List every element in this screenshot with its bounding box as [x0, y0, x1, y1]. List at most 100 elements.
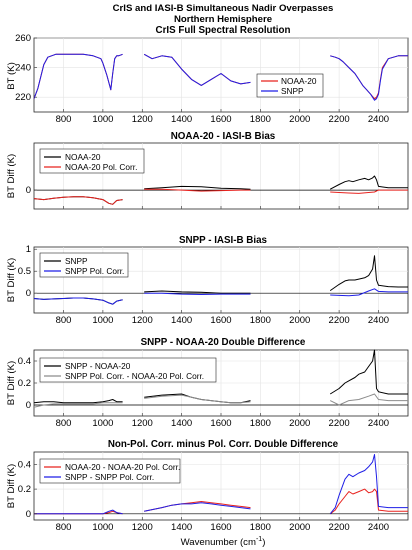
panel-1-plot-area [33, 53, 408, 101]
x-tick-label: 1800 [250, 315, 271, 326]
y-tick-label: 0 [26, 288, 31, 299]
panel-4: SNPP - NOAA-20 Double Difference 800 1000… [6, 337, 409, 429]
panel-1-legend: NOAA-20 SNPP [256, 73, 324, 98]
panel-4-legend-box [39, 357, 217, 383]
x-tick-label: 800 [56, 522, 72, 533]
x-tick-label: 800 [56, 418, 72, 429]
panel-4-ylabel: BT Diff (K) [6, 361, 17, 405]
panel-1-ylabel: BT (K) [6, 62, 17, 90]
x-tick-label: 2400 [368, 315, 389, 326]
panel-3-title: SNPP - IASI-B Bias [179, 235, 268, 246]
figure-title: CrIS and IASI-B Simultaneous Nadir Overp… [113, 3, 334, 25]
x-axis-label-superscript: -1 [256, 536, 262, 543]
x-tick-label: 1800 [250, 522, 271, 533]
y-tick-label: 0.2 [18, 484, 31, 495]
y-tick-label: 1 [26, 244, 31, 255]
series-line [33, 188, 408, 205]
panel-3-ticks: 800 1000 1200 1400 1600 1800 2000 2200 2400 0 0.5 1 [18, 244, 389, 326]
panel-2-plot-area [33, 175, 408, 205]
x-tick-label: 1400 [171, 418, 192, 429]
panel-1: CrIS Full Spectral Resolution 800 1000 120… [6, 25, 409, 125]
x-tick-label: 2000 [289, 418, 310, 429]
panel-2-ylabel: BT Diff (K) [6, 154, 17, 198]
panel-4-plot-area [33, 349, 408, 408]
panel-1-title: CrIS Full Spectral Resolution [156, 25, 291, 36]
x-tick-label: 1600 [210, 315, 231, 326]
x-tick-label: 2200 [329, 418, 350, 429]
legend-label-snpp-dd: SNPP - SNPP Pol. Corr. [65, 472, 154, 482]
x-tick-label: 1600 [210, 522, 231, 533]
panel-3: SNPP - IASI-B Bias 800 1000 1200 1400 1600 18… [6, 235, 409, 326]
x-tick-label: 800 [56, 114, 72, 125]
y-tick-label: 240 [15, 63, 31, 74]
panel-2-legend-box [39, 148, 145, 174]
x-tick-label: 1000 [92, 418, 113, 429]
panel-4-title: SNPP - NOAA-20 Double Difference [141, 337, 306, 348]
y-tick-label: 220 [15, 92, 31, 103]
x-tick-label: 1600 [210, 114, 231, 125]
x-tick-label: 1600 [210, 418, 231, 429]
y-tick-label: 0.2 [18, 378, 31, 389]
panel-5-legend: NOAA-20 - NOAA-20 Pol. Corr. SNPP - SNPP… [39, 458, 181, 484]
x-axis-label: Wavenumber (cm-1) [181, 536, 266, 548]
panel-4-legend: SNPP - NOAA-20 SNPP Pol. Corr. - NOAA-20… [39, 357, 217, 383]
panel-3-ylabel: BT Diff (K) [6, 258, 17, 302]
x-tick-label: 2200 [329, 315, 350, 326]
panel-3-legend: SNPP SNPP Pol. Corr. [39, 252, 129, 278]
x-tick-label: 2400 [368, 114, 389, 125]
y-tick-label: 0 [26, 400, 31, 411]
x-tick-label: 1000 [92, 522, 113, 533]
panel-2: NOAA-20 - IASI-B Bias 0 BT Diff (K) NOAA… [6, 131, 409, 210]
x-tick-label: 2000 [289, 522, 310, 533]
x-tick-label: 800 [56, 315, 72, 326]
panel-2-legend: NOAA-20 NOAA-20 Pol. Corr. [39, 148, 145, 174]
panel-1-grid [34, 37, 408, 112]
title-line-1: CrIS and IASI-B Simultaneous Nadir Overp… [113, 3, 334, 14]
series-line [33, 288, 408, 305]
legend-label-noaa20-dd: NOAA-20 - NOAA-20 Pol. Corr. [65, 462, 180, 472]
x-tick-label: 2000 [289, 114, 310, 125]
x-tick-label: 1400 [171, 315, 192, 326]
panel-3-legend-box [39, 252, 129, 278]
x-tick-label: 1800 [250, 418, 271, 429]
series-line [34, 454, 408, 515]
panel-5-ticks: 800 1000 1200 1400 1600 1800 2000 2200 2400 0 0.2 0… [18, 459, 389, 533]
panel-2-ticks: 0 [26, 185, 379, 209]
legend-label-noaa20-bias: NOAA-20 [65, 152, 101, 162]
panel-2-title: NOAA-20 - IASI-B Bias [171, 131, 276, 142]
y-tick-label: 0.4 [18, 459, 31, 470]
x-tick-label: 1200 [132, 315, 153, 326]
legend-label-snpp-bias: SNPP [65, 256, 88, 266]
x-tick-label: 1400 [171, 522, 192, 533]
panel-3-plot-area [33, 255, 408, 305]
x-tick-label: 2000 [289, 315, 310, 326]
panel-4-ticks: 800 1000 1200 1400 1600 1800 2000 2200 2400 0 0.2 0… [18, 356, 389, 429]
x-tick-label: 2200 [329, 114, 350, 125]
series-line [33, 53, 408, 101]
x-axis-label-close: ) [262, 537, 265, 548]
y-tick-label: 260 [15, 33, 31, 44]
legend-label-snpp-noaa20: SNPP - NOAA-20 [65, 361, 131, 371]
x-tick-label: 1000 [92, 315, 113, 326]
x-tick-label: 1000 [92, 114, 113, 125]
y-tick-label: 0.4 [18, 356, 31, 367]
series-line [33, 393, 408, 408]
x-axis-label-main: Wavenumber (cm [181, 537, 256, 548]
panel-5: Non-Pol. Corr. minus Pol. Corr. Double D… [6, 439, 409, 533]
panel-5-legend-box [39, 458, 181, 484]
x-tick-label: 1200 [132, 522, 153, 533]
legend-label-polcorr-dd: SNPP Pol. Corr. - NOAA-20 Pol. Corr. [65, 371, 204, 381]
x-tick-label: 1200 [132, 114, 153, 125]
panel-5-plot-area [34, 454, 408, 515]
panel-5-title: Non-Pol. Corr. minus Pol. Corr. Double D… [108, 439, 339, 450]
x-tick-label: 1400 [171, 114, 192, 125]
legend-label-snpp: SNPP [281, 86, 304, 96]
x-tick-label: 2400 [368, 418, 389, 429]
y-tick-label: 0 [26, 509, 31, 520]
y-tick-label: 0.5 [18, 266, 31, 277]
x-tick-label: 1200 [132, 418, 153, 429]
x-tick-label: 2200 [329, 522, 350, 533]
legend-label-snpp-polcorr: SNPP Pol. Corr. [65, 266, 124, 276]
legend-label-noaa20-polcorr: NOAA-20 Pol. Corr. [65, 162, 137, 172]
